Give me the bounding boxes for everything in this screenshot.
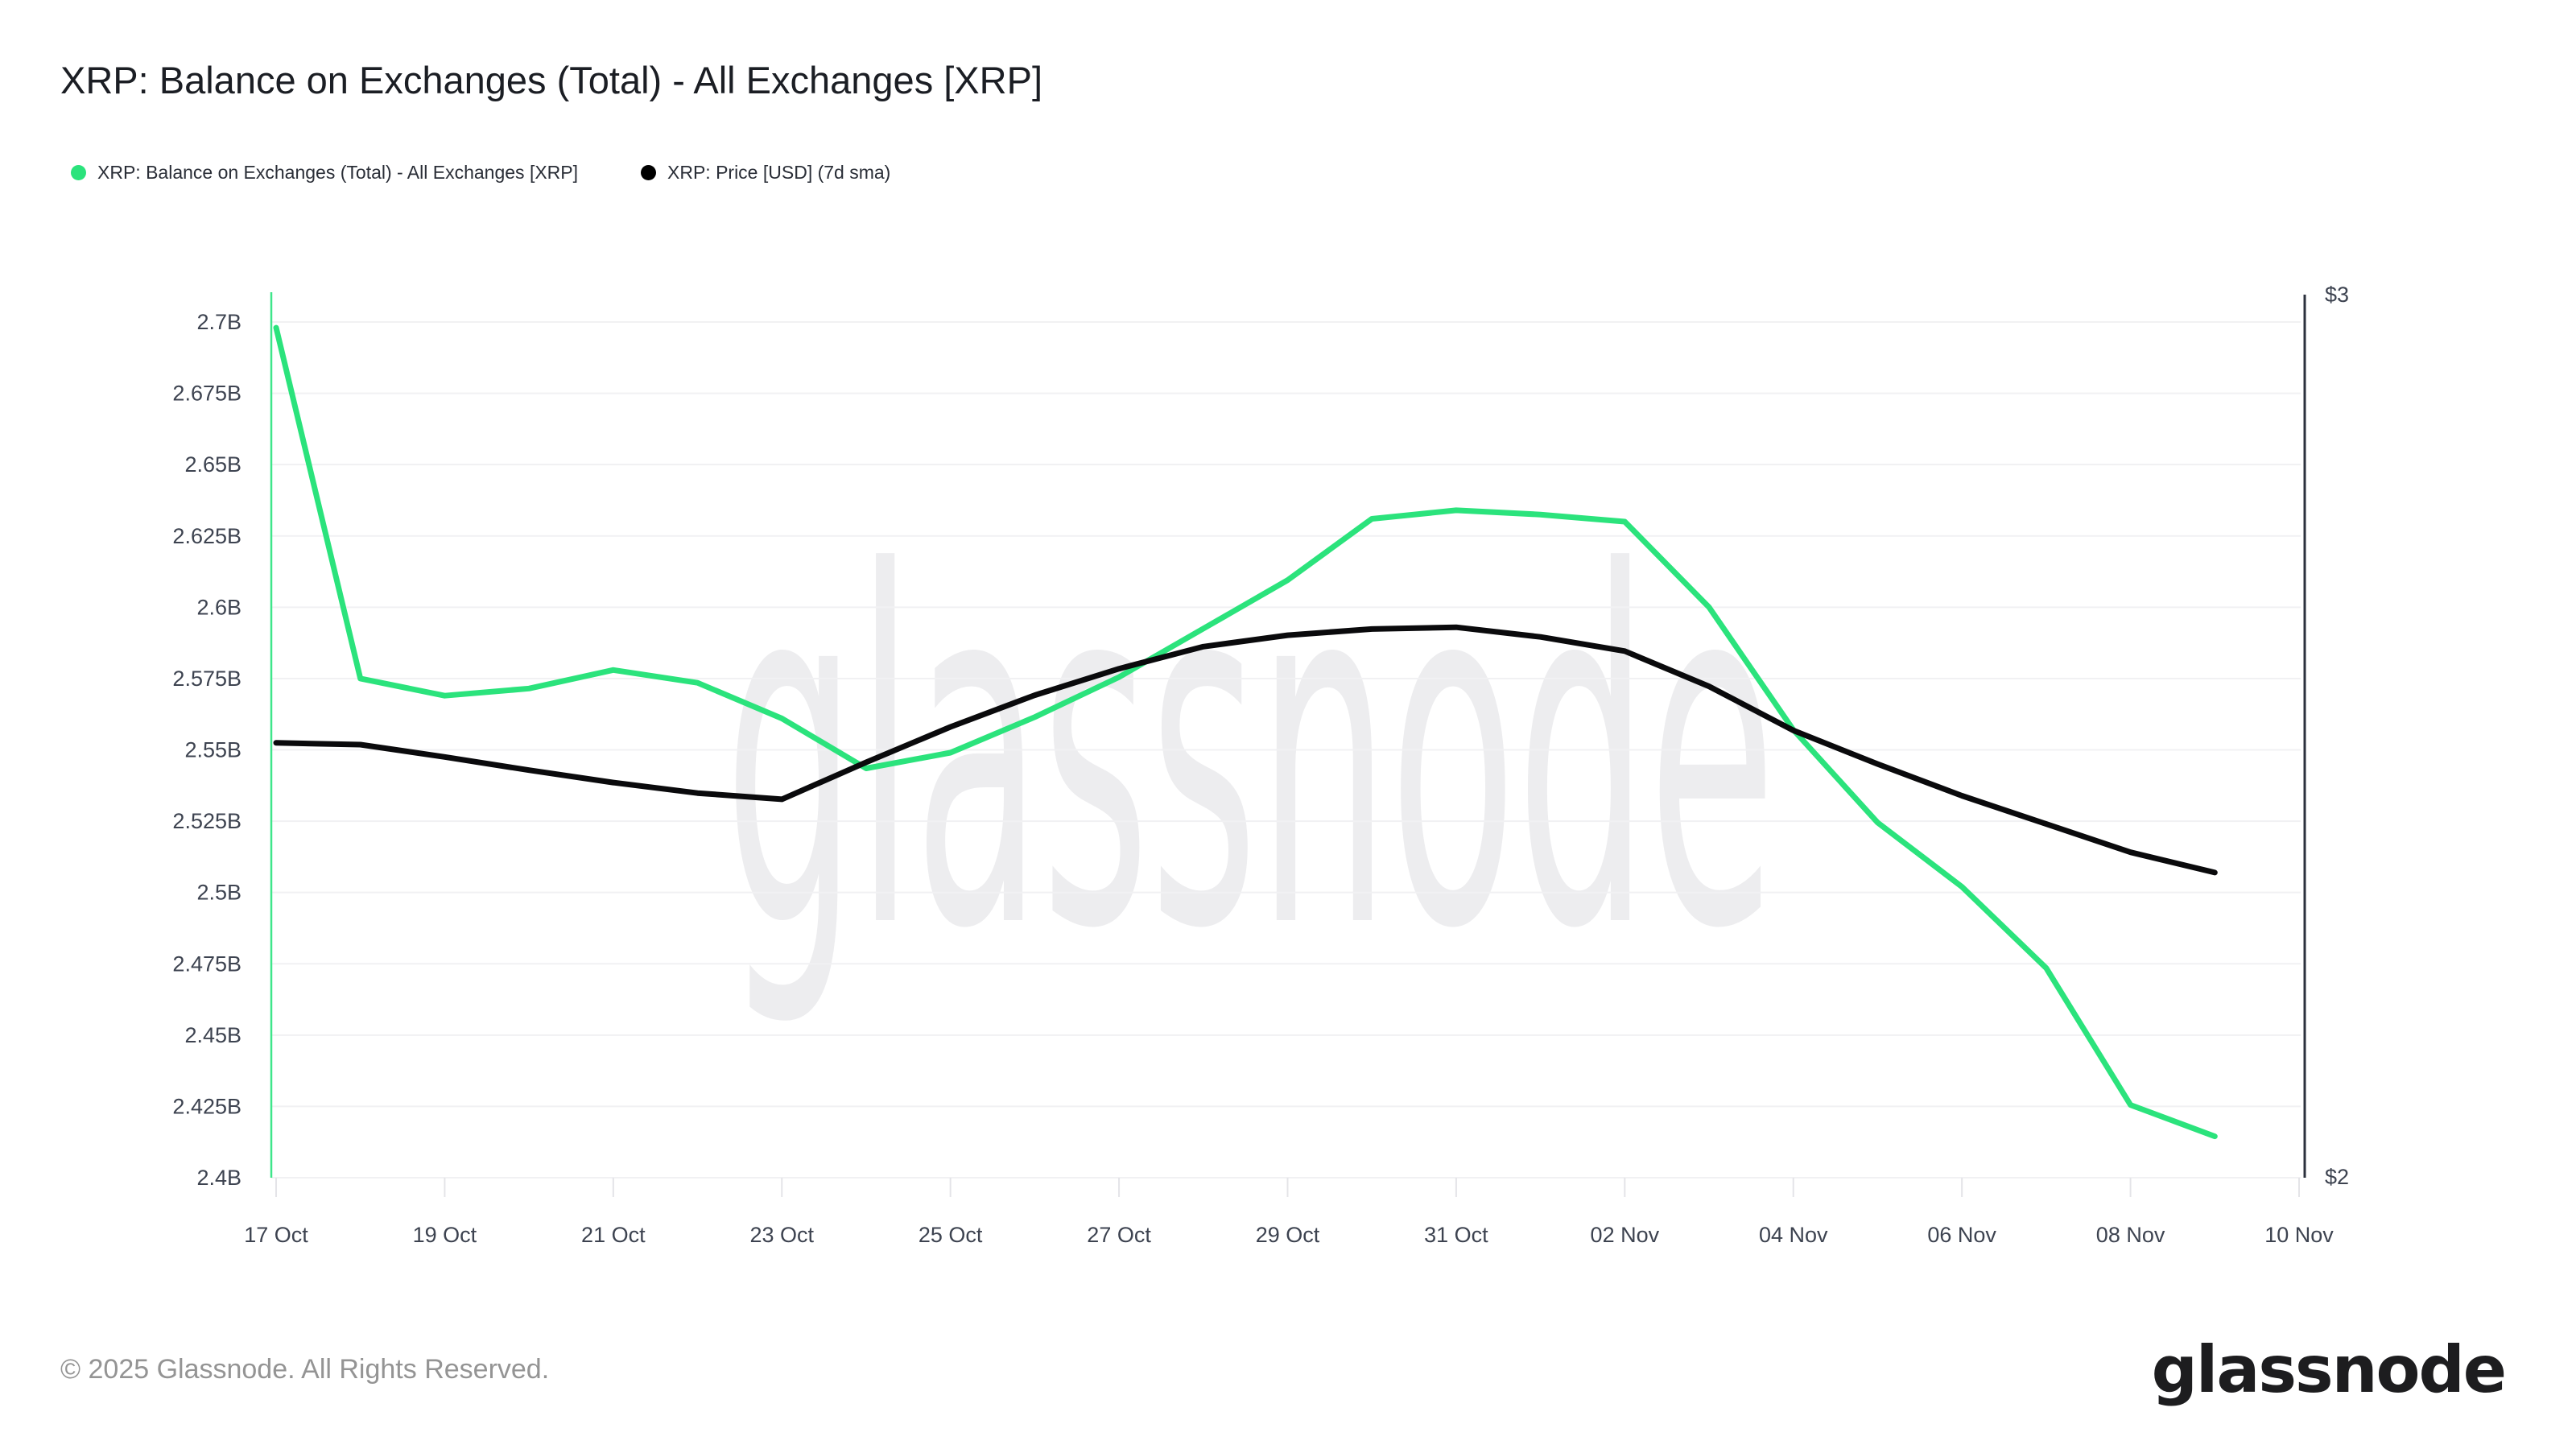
y-axis-labels: 2.4B 2.425B 2.45B 2.475B 2.5B 2.525B 2.55B 2.57… [172, 310, 242, 1190]
right-axis-tick-label: $2 [2325, 1165, 2349, 1189]
watermark-text: glassnode [724, 472, 1776, 1034]
y-axis-tick-label: 2.65B [184, 452, 242, 477]
x-axis-tick-label: 17 Oct [244, 1223, 308, 1247]
y-axis-tick-label: 2.55B [184, 738, 242, 762]
legend-dot-balance-icon [71, 165, 86, 180]
right-axis-labels: $3 $2 [2325, 283, 2349, 1189]
series-lines [273, 324, 2218, 1140]
x-axis-tick-label: 04 Nov [1759, 1223, 1828, 1247]
x-axis-tick-label: 06 Nov [1927, 1223, 1996, 1247]
balance-series-line[interactable] [273, 324, 2218, 1140]
x-axis-tick-label: 21 Oct [581, 1223, 646, 1247]
legend-label-price: XRP: Price [USD] (7d sma) [667, 162, 891, 183]
legend-dot-price-icon [641, 165, 656, 180]
x-axis-tick-label: 02 Nov [1591, 1223, 1660, 1247]
y-axis-tick-label: 2.625B [172, 524, 242, 548]
copyright-text: © 2025 Glassnode. All Rights Reserved. [60, 1354, 550, 1385]
page-title: XRP: Balance on Exchanges (Total) - All … [60, 59, 1043, 101]
legend-item-balance[interactable]: XRP: Balance on Exchanges (Total) - All … [71, 162, 578, 184]
y-axis-tick-label: 2.475B [172, 952, 242, 976]
x-axis-tick-label: 29 Oct [1256, 1223, 1320, 1247]
x-axis-labels: 17 Oct 19 Oct 21 Oct 23 Oct 25 Oct 27 Oct 29 O… [244, 1178, 2334, 1247]
gridlines [271, 321, 2301, 1179]
y-axis-tick-label: 2.4B [196, 1166, 242, 1190]
y-axis-tick-label: 2.7B [196, 310, 242, 334]
y-axis-tick-label: 2.45B [184, 1023, 242, 1047]
legend-label-balance: XRP: Balance on Exchanges (Total) - All … [97, 162, 579, 183]
x-axis-tick-label: 27 Oct [1087, 1223, 1151, 1247]
x-axis-tick-label: 08 Nov [2096, 1223, 2165, 1247]
legend-item-price[interactable]: XRP: Price [USD] (7d sma) [641, 162, 890, 184]
glassnode-logo: glassnode [2151, 1332, 2507, 1407]
y-axis-tick-label: 2.575B [172, 667, 242, 691]
y-axis-tick-label: 2.425B [172, 1094, 242, 1118]
x-axis-tick-label: 19 Oct [413, 1223, 477, 1247]
y-axis-tick-label: 2.525B [172, 809, 242, 833]
y-axis-tick-label: 2.675B [172, 382, 242, 406]
y-axis-tick-label: 2.5B [196, 881, 242, 905]
x-axis-tick-label: 31 Oct [1424, 1223, 1488, 1247]
x-axis-tick-label: 23 Oct [749, 1223, 814, 1247]
y-axis-tick-label: 2.6B [196, 595, 242, 619]
price-series-line[interactable] [273, 624, 2218, 876]
x-axis-tick-label: 25 Oct [919, 1223, 983, 1247]
x-axis-tick-label: 10 Nov [2264, 1223, 2334, 1247]
right-axis-tick-label: $3 [2325, 283, 2349, 307]
